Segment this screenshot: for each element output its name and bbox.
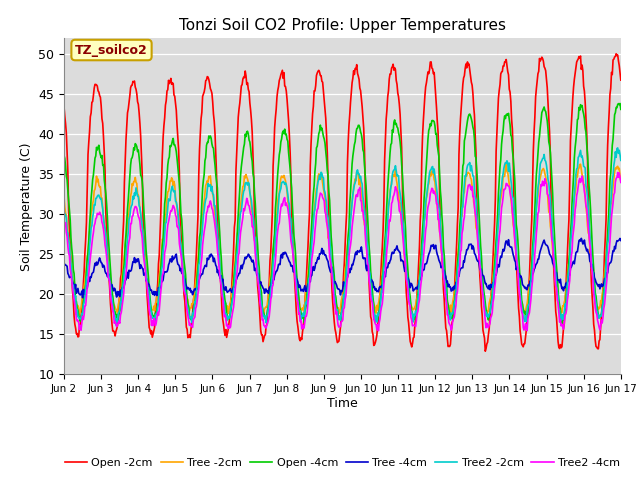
Tree2 -2cm xyxy=(128,202,136,207)
Line: Tree -2cm: Tree -2cm xyxy=(64,164,621,314)
Open -2cm xyxy=(70,313,78,319)
Y-axis label: Soil Temperature (C): Soil Temperature (C) xyxy=(20,142,33,271)
Tree -2cm xyxy=(214,241,222,247)
Tree -4cm xyxy=(617,238,625,243)
Open -2cm xyxy=(60,104,68,109)
Tree2 -4cm xyxy=(411,323,419,328)
Tree2 -4cm xyxy=(214,246,221,252)
X-axis label: Time: Time xyxy=(327,397,358,410)
Tree2 -2cm xyxy=(214,240,222,246)
Open -4cm xyxy=(214,185,221,191)
Tree -4cm xyxy=(60,263,68,269)
Tree2 -4cm xyxy=(617,180,625,185)
Tree -4cm xyxy=(577,236,585,241)
Legend: Open -2cm, Tree -2cm, Open -4cm, Tree -4cm, Tree2 -2cm, Tree2 -4cm: Open -2cm, Tree -2cm, Open -4cm, Tree -4… xyxy=(60,454,625,473)
Tree2 -2cm xyxy=(70,290,78,296)
Tree -4cm xyxy=(411,287,419,292)
Line: Tree2 -4cm: Tree2 -4cm xyxy=(64,172,621,331)
Open -4cm xyxy=(70,271,78,276)
Tree -2cm xyxy=(60,193,68,199)
Tree2 -2cm xyxy=(614,145,621,151)
Tree -2cm xyxy=(617,178,625,184)
Tree -2cm xyxy=(76,312,83,317)
Tree2 -2cm xyxy=(428,167,435,172)
Line: Open -2cm: Open -2cm xyxy=(64,54,621,351)
Text: TZ_soilco2: TZ_soilco2 xyxy=(75,44,148,57)
Open -2cm xyxy=(127,83,135,88)
Title: Tonzi Soil CO2 Profile: Upper Temperatures: Tonzi Soil CO2 Profile: Upper Temperatur… xyxy=(179,18,506,33)
Tree -2cm xyxy=(411,304,419,310)
Open -4cm xyxy=(184,301,192,307)
Tree -4cm xyxy=(428,242,435,248)
Open -4cm xyxy=(127,156,135,162)
Open -2cm xyxy=(214,214,221,220)
Open -4cm xyxy=(558,321,566,326)
Tree2 -2cm xyxy=(617,157,625,163)
Tree -4cm xyxy=(185,285,193,291)
Tree -2cm xyxy=(70,292,78,298)
Tree -2cm xyxy=(128,181,136,187)
Open -2cm xyxy=(617,77,625,83)
Open -4cm xyxy=(60,152,68,158)
Tree2 -4cm xyxy=(614,169,621,175)
Tree -2cm xyxy=(185,307,193,312)
Tree -4cm xyxy=(79,295,86,300)
Tree -4cm xyxy=(214,267,222,273)
Tree2 -4cm xyxy=(60,219,68,225)
Line: Tree -4cm: Tree -4cm xyxy=(64,239,621,298)
Open -4cm xyxy=(410,317,418,323)
Open -2cm xyxy=(426,59,434,65)
Tree2 -2cm xyxy=(60,208,68,214)
Tree -2cm xyxy=(502,161,510,167)
Open -2cm xyxy=(410,334,418,340)
Open -4cm xyxy=(617,107,625,112)
Tree2 -4cm xyxy=(70,297,78,302)
Open -2cm xyxy=(481,348,489,354)
Tree2 -2cm xyxy=(185,311,193,316)
Tree2 -4cm xyxy=(374,328,382,334)
Tree -4cm xyxy=(128,263,136,269)
Tree2 -2cm xyxy=(411,313,419,319)
Tree -2cm xyxy=(428,173,435,179)
Tree2 -2cm xyxy=(112,322,120,328)
Line: Tree2 -2cm: Tree2 -2cm xyxy=(64,148,621,325)
Open -4cm xyxy=(616,101,624,107)
Open -2cm xyxy=(184,335,192,341)
Open -4cm xyxy=(426,121,434,127)
Open -2cm xyxy=(612,51,620,57)
Tree2 -4cm xyxy=(184,313,192,319)
Tree -4cm xyxy=(70,282,78,288)
Line: Open -4cm: Open -4cm xyxy=(64,104,621,324)
Tree2 -4cm xyxy=(127,221,135,227)
Tree2 -4cm xyxy=(428,189,435,194)
